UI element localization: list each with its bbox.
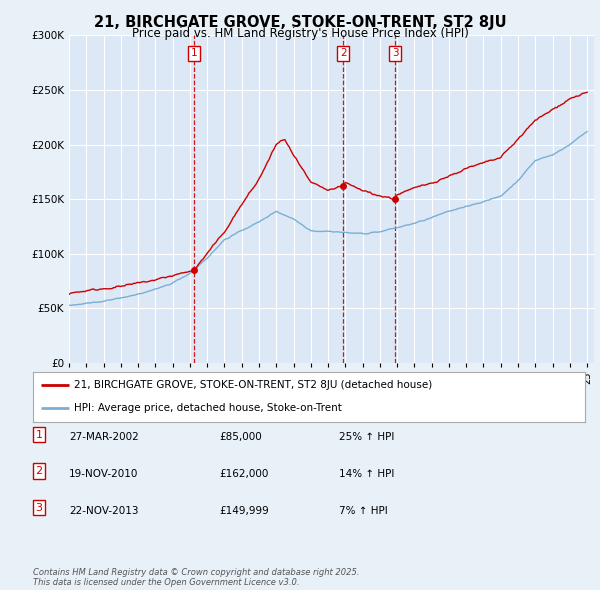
Text: HPI: Average price, detached house, Stoke-on-Trent: HPI: Average price, detached house, Stok… xyxy=(74,404,342,414)
Text: 2: 2 xyxy=(35,466,43,476)
Text: 22-NOV-2013: 22-NOV-2013 xyxy=(69,506,139,516)
Text: 1: 1 xyxy=(191,48,197,58)
Text: 25% ↑ HPI: 25% ↑ HPI xyxy=(339,432,394,442)
Text: 21, BIRCHGATE GROVE, STOKE-ON-TRENT, ST2 8JU: 21, BIRCHGATE GROVE, STOKE-ON-TRENT, ST2… xyxy=(94,15,506,30)
Text: 7% ↑ HPI: 7% ↑ HPI xyxy=(339,506,388,516)
Text: Price paid vs. HM Land Registry's House Price Index (HPI): Price paid vs. HM Land Registry's House … xyxy=(131,27,469,40)
Text: 27-MAR-2002: 27-MAR-2002 xyxy=(69,432,139,442)
Text: Contains HM Land Registry data © Crown copyright and database right 2025.
This d: Contains HM Land Registry data © Crown c… xyxy=(33,568,359,587)
Text: £85,000: £85,000 xyxy=(219,432,262,442)
Text: 21, BIRCHGATE GROVE, STOKE-ON-TRENT, ST2 8JU (detached house): 21, BIRCHGATE GROVE, STOKE-ON-TRENT, ST2… xyxy=(74,380,433,390)
Text: 2: 2 xyxy=(340,48,347,58)
Text: 3: 3 xyxy=(392,48,399,58)
Text: £149,999: £149,999 xyxy=(219,506,269,516)
Text: £162,000: £162,000 xyxy=(219,469,268,479)
Text: 3: 3 xyxy=(35,503,43,513)
Text: 1: 1 xyxy=(35,430,43,440)
Text: 14% ↑ HPI: 14% ↑ HPI xyxy=(339,469,394,479)
Text: 19-NOV-2010: 19-NOV-2010 xyxy=(69,469,139,479)
